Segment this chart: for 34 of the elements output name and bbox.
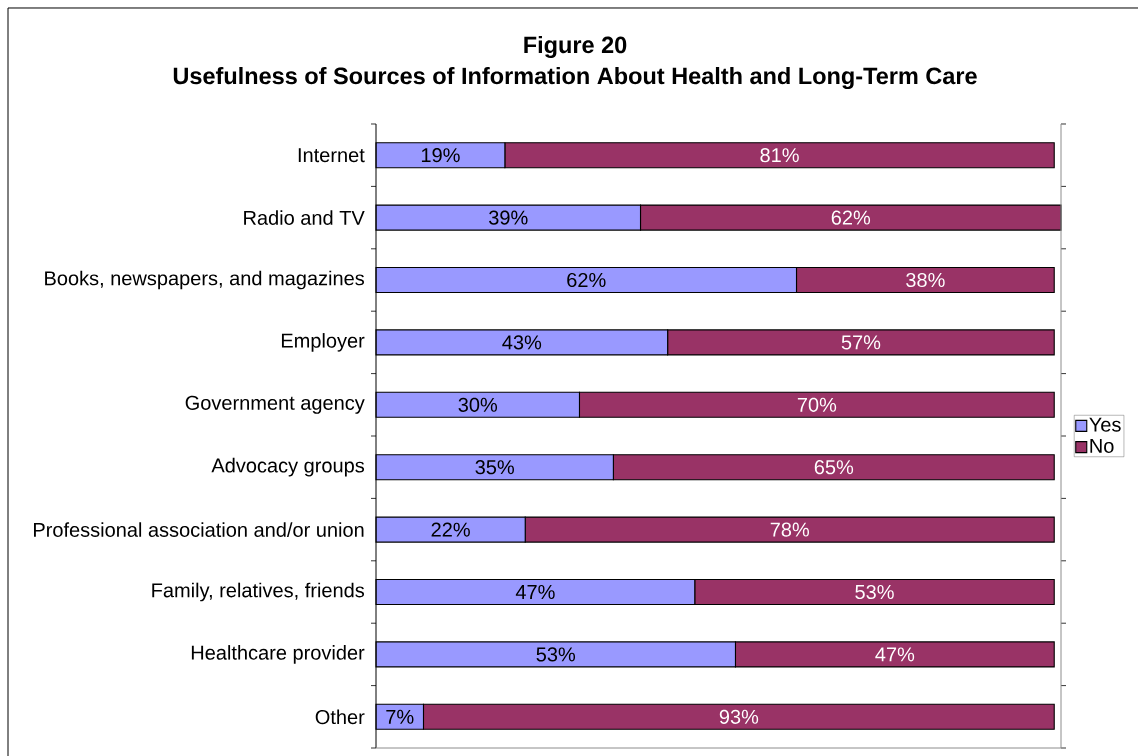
data-label: 47% [515, 585, 555, 599]
y-tick-label: Government agency [185, 395, 365, 414]
data-label: 53% [536, 647, 576, 662]
legend-label: Yes [1089, 417, 1121, 432]
data-label: 39% [489, 210, 528, 225]
y-tick-label: Other [315, 709, 365, 725]
y-tick-label: Healthcare provider [191, 645, 365, 664]
data-label: 22% [431, 522, 470, 537]
legend-label: No [1090, 439, 1114, 453]
data-label: 70% [797, 397, 837, 412]
data-label: 43% [502, 335, 542, 350]
y-tick-label: Radio and TV [244, 210, 365, 225]
y-tick-label: Internet [298, 148, 365, 163]
y-tick-label: Books, newspapers, and magazines [45, 270, 365, 290]
data-label: 38% [906, 272, 945, 288]
y-tick-label: Family, relatives, friends [152, 582, 365, 602]
data-label: 30% [458, 397, 498, 412]
chart-subtitle: Usefulness of Sources of Information About Health and Long-Term Care [173, 66, 977, 89]
y-tick-label: Employer [281, 333, 365, 352]
chart-title: Figure 20 [524, 35, 627, 58]
data-label: 65% [814, 460, 854, 475]
data-label: 62% [831, 210, 871, 225]
data-label: 93% [719, 709, 759, 724]
y-tick-label: Professional association and/or union [34, 522, 364, 537]
data-label: 57% [841, 335, 881, 350]
data-label: 62% [567, 272, 606, 288]
data-label: 53% [855, 584, 894, 600]
data-label: 7% [386, 709, 414, 724]
data-label: 19% [421, 148, 460, 163]
data-label: 81% [760, 148, 799, 163]
data-label: 47% [875, 647, 915, 662]
y-tick-label: Advocacy groups [211, 457, 365, 477]
data-label: 35% [475, 460, 514, 475]
data-label: 78% [770, 522, 810, 537]
